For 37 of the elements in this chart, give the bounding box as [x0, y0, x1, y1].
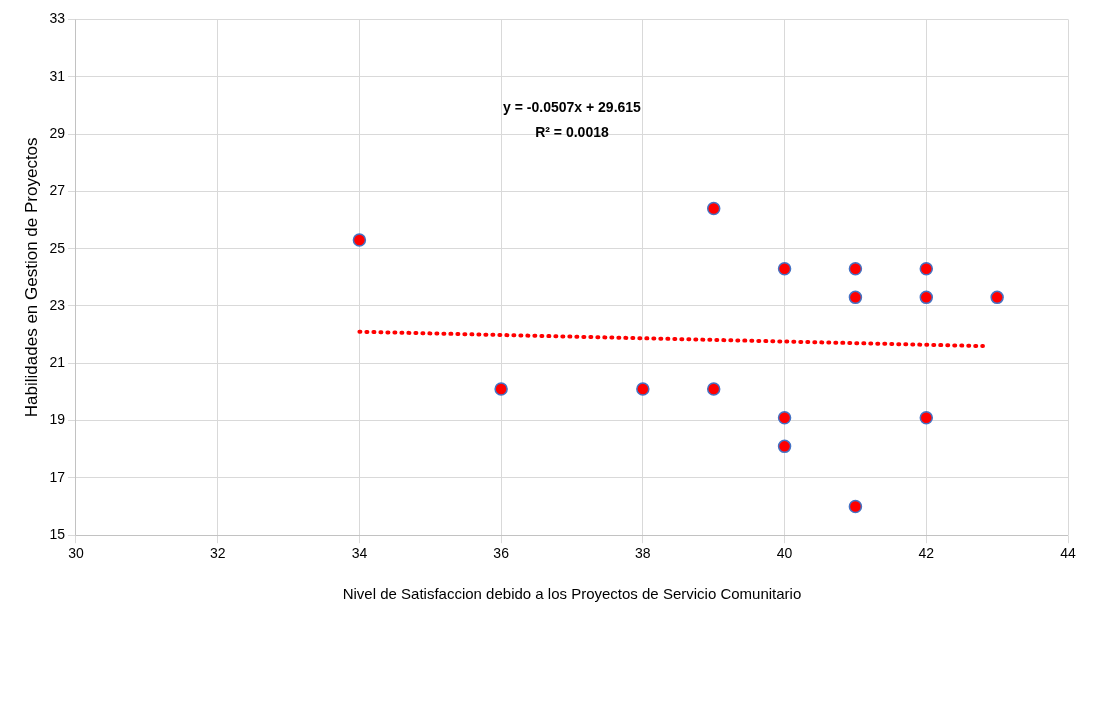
y-tick-label: 17 — [49, 468, 66, 485]
y-tick-label: 27 — [49, 182, 66, 199]
point — [352, 233, 367, 247]
annotation: R² = 0.0018 — [535, 123, 609, 140]
y-tick-label: 23 — [49, 296, 66, 313]
point — [848, 499, 863, 514]
point — [777, 410, 792, 425]
y-tick-label: 29 — [49, 124, 66, 141]
y-tick-label: 25 — [49, 239, 66, 256]
y-tick-label: 21 — [49, 354, 66, 371]
x-tick-label: 38 — [635, 545, 651, 562]
annotation: y = -0.0507x + 29.615 — [503, 98, 642, 115]
point — [848, 290, 863, 305]
point — [494, 382, 508, 396]
x-axis-title: Nivel de Satisfaccion debido a los Proyectos de Servicio Comunitario — [342, 585, 802, 603]
x-tick-label: 44 — [1060, 545, 1076, 562]
x-tick-label: 34 — [351, 545, 368, 562]
point — [636, 382, 650, 396]
y-tick-label: 33 — [49, 10, 66, 27]
point — [919, 261, 934, 276]
y-tick-label: 31 — [49, 67, 66, 84]
y-tick-label: 19 — [49, 411, 66, 428]
point — [990, 290, 1004, 305]
point — [848, 261, 863, 276]
x-tick-label: 30 — [68, 545, 84, 562]
x-tick-label: 40 — [776, 545, 793, 562]
point — [919, 410, 934, 425]
point — [706, 382, 721, 396]
point — [777, 261, 792, 276]
y-tick-label: 15 — [49, 526, 66, 543]
point — [777, 439, 792, 454]
x-tick-label: 36 — [493, 545, 510, 562]
y-axis-title: Habilidades en Gestion de Proyectos — [21, 137, 41, 418]
x-tick-label: 42 — [918, 545, 935, 562]
point — [706, 201, 721, 216]
point — [919, 290, 934, 305]
x-tick-label: 32 — [209, 545, 226, 562]
